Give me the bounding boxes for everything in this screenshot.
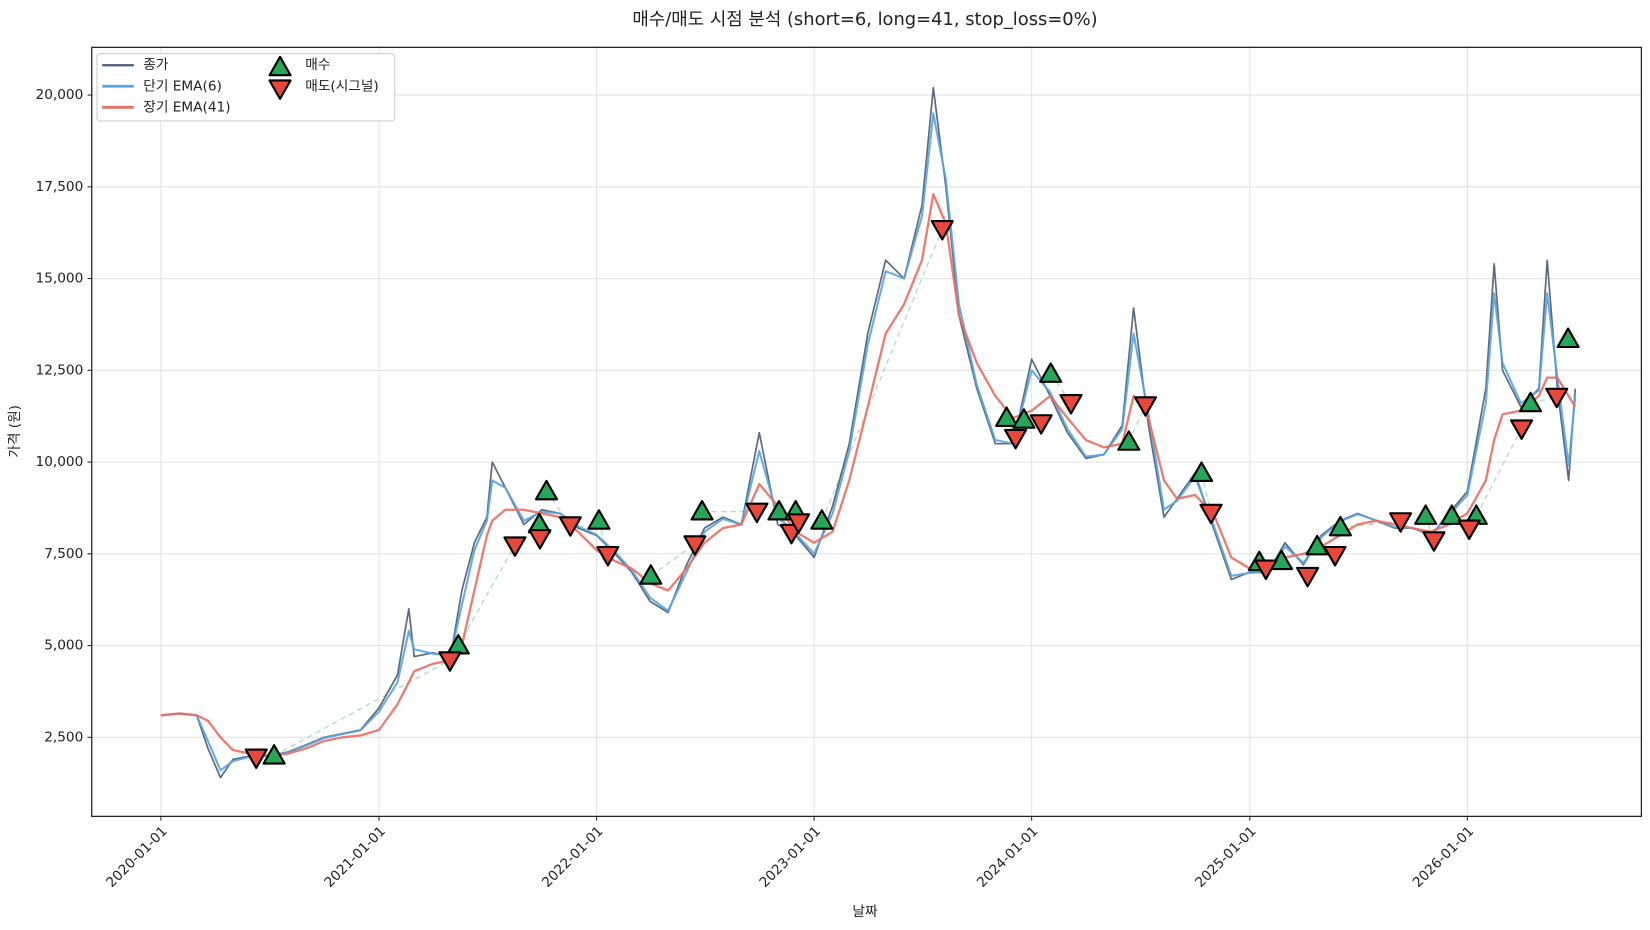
series-line	[160, 86, 1577, 779]
sell-marker	[596, 545, 620, 567]
buy-marker	[1117, 430, 1141, 451]
buy-marker	[767, 500, 791, 521]
x-tick-label: 2023-01-01	[757, 823, 824, 890]
x-tick-label: 2024-01-01	[974, 823, 1041, 890]
y-tick-label: 7,500	[44, 546, 83, 562]
y-tick-label: 10,000	[36, 454, 84, 470]
sell-marker	[930, 220, 954, 241]
y-axis-label: 가격 (원)	[7, 405, 23, 458]
buy-marker	[587, 509, 611, 530]
plot-area	[160, 86, 1580, 779]
buy-marker	[534, 479, 559, 501]
y-tick-label: 20,000	[36, 87, 84, 103]
legend-label: 매수	[305, 57, 330, 73]
sell-marker	[1296, 566, 1320, 588]
x-tick-label: 2025-01-01	[1192, 823, 1259, 890]
series-line	[160, 192, 1577, 757]
legend-marker	[268, 79, 292, 100]
y-tick-label: 12,500	[36, 362, 84, 378]
plot-frame	[91, 46, 1643, 818]
buy-marker	[1414, 504, 1438, 525]
sell-marker	[528, 529, 552, 550]
trade-line	[1475, 427, 1523, 517]
y-tick-label: 2,500	[44, 729, 83, 745]
sell-marker	[1059, 394, 1083, 415]
buy-marker	[262, 744, 286, 765]
sell-marker	[1323, 545, 1347, 567]
sell-marker	[503, 536, 527, 557]
trade-line	[545, 491, 571, 526]
legend-box	[96, 53, 396, 122]
buy-marker	[1440, 504, 1464, 525]
sell-marker	[558, 516, 582, 537]
sell-marker	[1389, 512, 1413, 533]
buy-marker	[1039, 362, 1063, 383]
buy-marker	[1305, 534, 1329, 556]
chart-title: 매수/매도 시점 분석 (short=6, long=41, stop_loss…	[632, 9, 1097, 30]
sell-marker	[787, 513, 811, 534]
y-tick-label: 5,000	[44, 638, 83, 654]
sell-marker	[683, 535, 707, 556]
trade-line	[1200, 472, 1212, 513]
x-tick-label: 2026-01-01	[1410, 823, 1477, 890]
legend-label: 종가	[143, 57, 169, 73]
buy-marker	[995, 406, 1019, 427]
buy-marker	[1189, 461, 1214, 482]
sell-marker	[1199, 503, 1223, 525]
sell-marker	[745, 502, 769, 524]
sell-marker	[1133, 396, 1158, 417]
sell-marker	[438, 651, 462, 672]
trade-line	[457, 545, 516, 646]
y-tick-label: 17,500	[36, 179, 84, 195]
trade-line	[1340, 520, 1401, 529]
buy-marker	[639, 564, 663, 585]
buy-marker	[1556, 327, 1580, 349]
buy-marker	[1518, 391, 1543, 413]
buy-marker	[810, 509, 834, 530]
series-line	[160, 112, 1577, 772]
sell-marker	[1254, 559, 1278, 581]
sell-marker	[1545, 387, 1569, 409]
legend-label: 장기 EMA(41)	[143, 99, 230, 115]
buy-marker	[690, 500, 714, 521]
legend-label: 단기 EMA(6)	[143, 78, 222, 94]
buy-marker	[446, 633, 470, 655]
y-tick-label: 15,000	[36, 271, 84, 287]
sell-marker	[1422, 531, 1446, 552]
x-tick-label: 2020-01-01	[103, 823, 170, 890]
x-axis-label: 날짜	[852, 904, 878, 920]
sell-marker	[1510, 419, 1534, 440]
x-tick-label: 2021-01-01	[321, 823, 388, 890]
x-tick-label: 2022-01-01	[539, 823, 606, 890]
sell-marker	[1003, 428, 1028, 450]
buy-marker	[1328, 515, 1352, 537]
sell-marker	[1457, 519, 1481, 541]
legend-label: 매도(시그널)	[305, 78, 378, 94]
sell-marker	[1029, 414, 1053, 435]
trade-line	[273, 659, 451, 757]
legend-marker	[268, 55, 292, 77]
buy-marker	[1012, 408, 1036, 429]
sell-marker	[244, 748, 268, 770]
